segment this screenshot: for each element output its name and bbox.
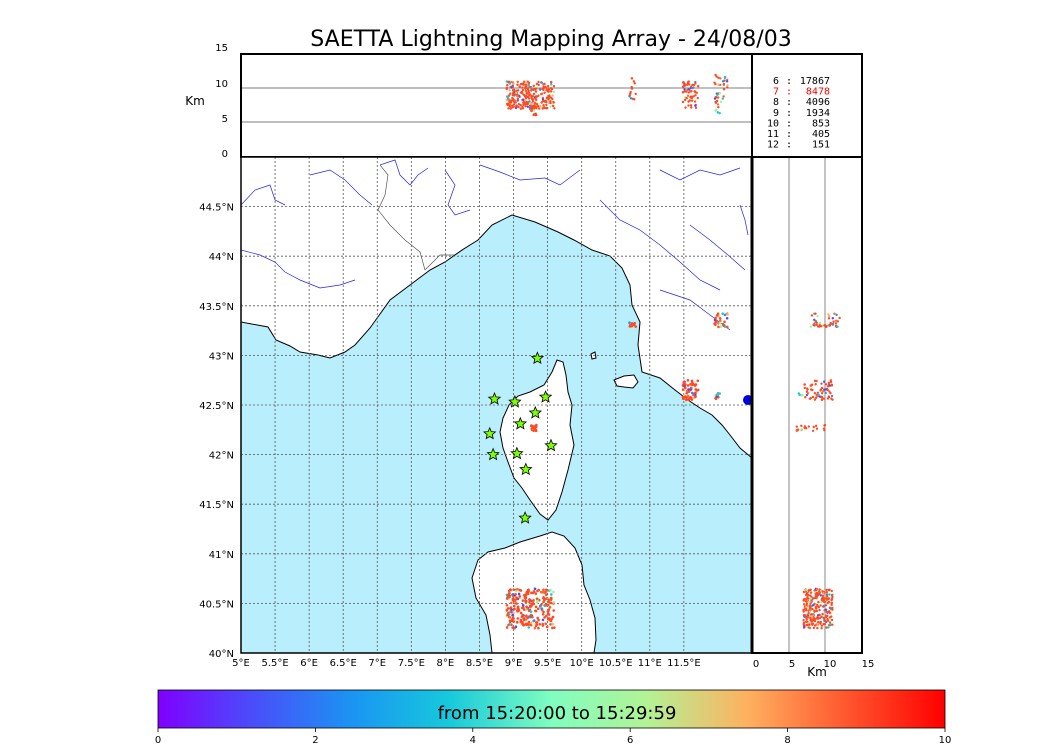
side-tick-15: 15: [862, 659, 875, 670]
stat-station-number: 6: [773, 76, 779, 87]
lat-tick-label: 41.5°N: [199, 500, 234, 511]
lon-tick-label: 5°E: [232, 658, 250, 669]
side-tick-5: 5: [789, 659, 795, 670]
lon-tick-label: 10.5°E: [599, 658, 633, 669]
stat-station-number: 11: [767, 129, 779, 140]
side-axis-label: Km: [807, 665, 827, 679]
lon-tick-label: 10°E: [570, 658, 594, 669]
lon-tick-label: 7°E: [368, 658, 386, 669]
colorbar-label: from 15:20:00 to 15:29:59: [438, 703, 677, 724]
lat-tick-label: 44.5°N: [199, 203, 234, 214]
lon-tick-label: 6.5°E: [330, 658, 357, 669]
lat-tick-label: 43.5°N: [199, 302, 234, 313]
stat-count: 151: [812, 140, 830, 151]
stat-count: 405: [812, 129, 830, 140]
stat-separator: :: [786, 76, 792, 87]
station-stats-box: 6:178677:84788:40969:193410:85311:40512:…: [751, 53, 863, 158]
side-tick-0: 0: [753, 659, 759, 670]
lon-tick-label: 7.5°E: [398, 658, 425, 669]
colorbar-tick-label: 0: [155, 735, 161, 746]
stat-count: 8478: [806, 87, 830, 98]
lat-tick-label: 42.5°N: [199, 401, 234, 412]
lon-tick-label: 5.5°E: [261, 658, 288, 669]
station-markers: [483, 351, 558, 524]
station-star: [519, 462, 533, 476]
station-star: [510, 446, 524, 460]
lat-tick-label: 40°N: [209, 649, 234, 660]
stat-separator: :: [786, 87, 792, 98]
lat-tick-label: 41°N: [209, 550, 234, 561]
stat-station-number: 7: [773, 87, 779, 98]
colorbar-gradient: [157, 689, 946, 729]
station-star: [528, 405, 542, 419]
stat-station-number: 8: [773, 97, 779, 108]
side-tick-10: 10: [824, 659, 837, 670]
stat-count: 4096: [806, 97, 830, 108]
station-star: [530, 351, 545, 365]
map-lightning-scatter: [505, 312, 729, 630]
colorbar-tick-label: 6: [627, 735, 633, 746]
lon-tick-label: 6°E: [300, 658, 318, 669]
lon-tick-label: 11.5°E: [667, 658, 701, 669]
station-star: [487, 391, 502, 405]
stat-count: 17867: [800, 76, 830, 87]
lat-tick-label: 42°N: [209, 451, 234, 462]
lat-tick-label: 40.5°N: [199, 599, 234, 610]
stat-count: 1934: [806, 108, 830, 119]
lon-tick-label: 9°E: [505, 658, 523, 669]
alt-tick-0: 0: [222, 149, 228, 160]
lat-tick-label: 44°N: [209, 252, 234, 263]
station-star: [483, 426, 497, 440]
alt-axis-label: Km: [185, 94, 205, 108]
colorbar-tick-label: 10: [939, 735, 952, 746]
station-star: [486, 447, 500, 461]
colorbar-tick-label: 8: [784, 735, 790, 746]
station-star: [544, 438, 558, 452]
stat-station-number: 10: [767, 118, 779, 129]
map-panel: 5°E 5.5°E 6°E 6.5°E 7°E 7.5°E 8°E 8.5°E 9°E 9.5°E…: [199, 156, 753, 669]
map-gridlines: [241, 157, 752, 653]
lon-tick-label: 9.5°E: [534, 658, 561, 669]
stat-separator: :: [786, 97, 792, 108]
station-star: [508, 394, 522, 408]
station-star: [518, 511, 532, 524]
lon-tick-label: 11°E: [638, 658, 662, 669]
altitude-scatter: [505, 73, 729, 117]
lon-tick-label: 8.5°E: [466, 658, 493, 669]
side-panel: 0 5 10 15 Km: [750, 156, 875, 679]
station-star: [513, 416, 528, 430]
stat-station-number: 12: [767, 140, 779, 151]
colorbar-tick-label: 2: [312, 735, 318, 746]
altitude-panel: 15 10 5 0 Km: [185, 43, 753, 160]
lon-tick-label: 8°E: [437, 658, 455, 669]
stat-separator: :: [786, 129, 792, 140]
colorbar-tick-label: 4: [470, 735, 476, 746]
station-star: [538, 390, 553, 403]
sea-area: [241, 215, 752, 653]
edge-marker: [743, 395, 752, 405]
side-scatter: [795, 312, 841, 630]
stat-separator: :: [786, 118, 792, 129]
elba-island: [613, 374, 639, 389]
lat-tick-label: 43°N: [209, 351, 234, 362]
stat-separator: :: [786, 108, 792, 119]
alt-tick-15: 15: [215, 43, 228, 54]
alt-tick-5: 5: [222, 114, 228, 125]
stat-separator: :: [786, 140, 792, 151]
colorbar: from 15:20:00 to 15:29:59 0 2 4 6 8 10: [155, 689, 952, 746]
figure-title: SAETTA Lightning Mapping Array - 24/08/0…: [310, 27, 791, 52]
stat-station-number: 9: [773, 108, 779, 119]
alt-tick-10: 10: [215, 79, 228, 90]
stat-count: 853: [812, 118, 830, 129]
